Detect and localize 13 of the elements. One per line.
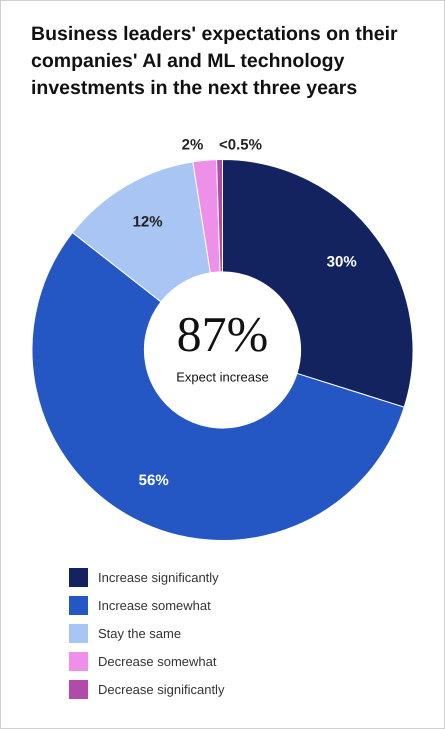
- legend-label: Increase significantly: [98, 570, 219, 584]
- legend-label: Decrease significantly: [98, 682, 224, 696]
- data-label: 12%: [132, 214, 163, 231]
- legend-label: Decrease somewhat: [98, 654, 216, 668]
- text: Expect increase: [176, 370, 269, 385]
- legend-label: Increase somewhat: [98, 598, 211, 612]
- text: 87%: [176, 306, 268, 362]
- chart-title: Business leaders' expectations on their companies' AI and ML technology investments in the next three years: [31, 22, 399, 101]
- data-label: 56%: [138, 472, 169, 489]
- data-label: 2%: [182, 136, 204, 154]
- data-label: 30%: [326, 254, 357, 271]
- legend-label: Stay the same: [98, 626, 182, 640]
- data-label: <0.5%: [219, 136, 262, 154]
